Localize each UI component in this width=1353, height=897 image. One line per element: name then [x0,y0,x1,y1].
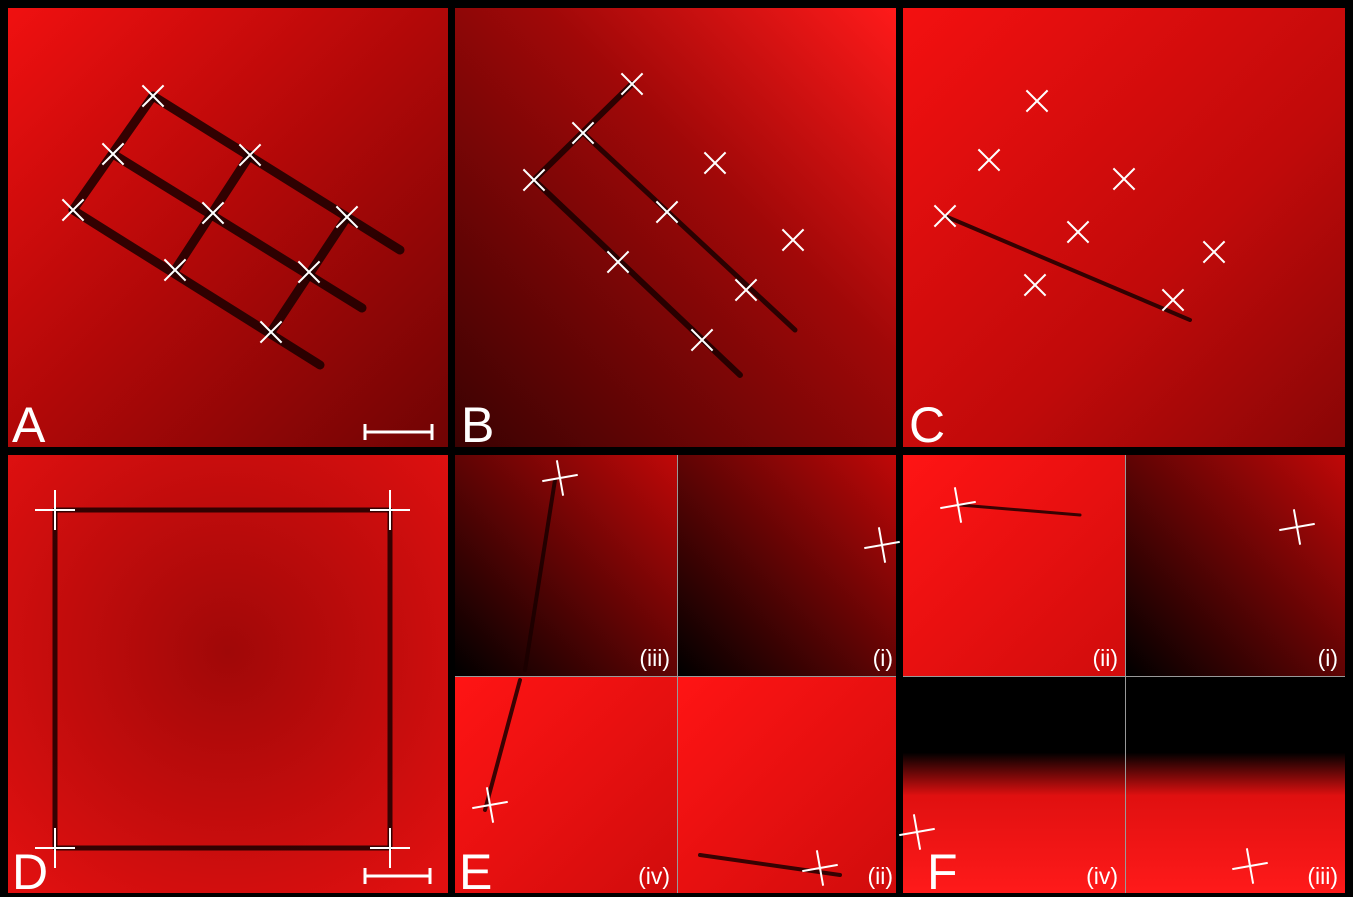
figure: A B C D E F (iii) (i) (iv) (ii) (ii) (i)… [0,0,1353,897]
subpanel-label: (iii) [639,645,670,671]
panel-f-i-image [1126,455,1345,676]
panel-f-ii-image [903,455,1125,676]
panel-e-i-image [678,455,896,676]
subpanel-label: (ii) [1092,645,1118,671]
panel-f-iii-image [1126,677,1345,893]
panel-e-iii-image [455,455,677,676]
panel-b-image [455,8,896,447]
panel-label: D [12,844,48,897]
panel-label: E [459,844,492,897]
panel-label: B [461,397,494,453]
subpanel-label: (i) [873,645,893,671]
panel-label: A [12,397,46,453]
panel-d-image [8,455,448,893]
panel-label: F [927,844,958,897]
panel-e-ii-image [678,677,896,893]
subpanel-label: (iv) [638,863,670,889]
subpanel-label: (iv) [1086,863,1118,889]
subpanel-label: (ii) [867,863,893,889]
panel-label: C [909,397,945,453]
subpanel-label: (i) [1318,645,1338,671]
subpanel-label: (iii) [1307,863,1338,889]
